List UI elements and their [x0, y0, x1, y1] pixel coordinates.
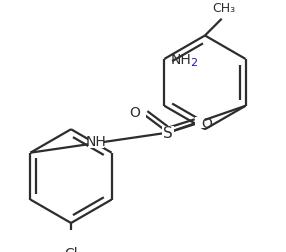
- Text: NH: NH: [86, 134, 106, 148]
- Text: CH₃: CH₃: [212, 2, 235, 15]
- Text: NH: NH: [171, 53, 192, 67]
- Text: Cl: Cl: [64, 246, 78, 252]
- Bar: [195, 117, 204, 129]
- Text: S: S: [163, 125, 173, 141]
- Text: O: O: [129, 106, 140, 120]
- Text: 2: 2: [190, 58, 197, 68]
- Bar: [162, 127, 174, 140]
- Bar: [88, 135, 104, 148]
- Text: O: O: [201, 116, 212, 130]
- Bar: [137, 107, 146, 119]
